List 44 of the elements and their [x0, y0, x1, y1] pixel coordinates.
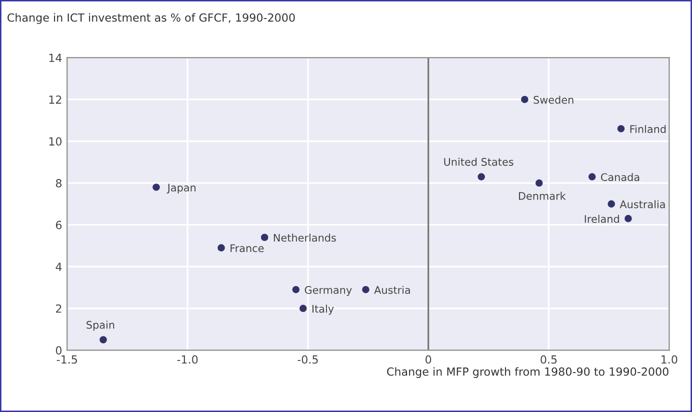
y-tick-label: 0 [56, 346, 62, 355]
y-tick-label: 12 [49, 95, 62, 104]
annotation: Spain [86, 320, 114, 331]
x-tick-label: -0.5 [298, 355, 318, 364]
annotation: Australia [620, 200, 665, 208]
annotation: Austria [374, 286, 410, 294]
x-tick-label: -1.5 [56, 355, 77, 364]
point [588, 173, 596, 180]
x-tick-label: 0 [426, 355, 432, 364]
annotation: France [230, 244, 264, 252]
y-tick-label: 8 [56, 179, 62, 188]
point [617, 125, 625, 132]
annotation: Sweden [534, 96, 574, 104]
chart-title: Change in ICT investment as % of GFCF, 1990-2000 [8, 13, 295, 24]
annotation: Denmark [518, 192, 566, 200]
x-tick-label: -1.0 [177, 355, 198, 364]
y-tick-label: 2 [56, 304, 62, 313]
annotation: Ireland [584, 214, 619, 223]
annotation: United States [444, 158, 514, 166]
annotation: Netherlands [274, 234, 336, 242]
point [535, 179, 543, 187]
annotation: Italy [312, 304, 334, 315]
annotation: Germany [304, 286, 352, 296]
x-axis-title: Change in MFP growth from 1980-90 to 1990-2000 [387, 367, 668, 378]
annotation: Canada [601, 173, 640, 182]
x-tick-label: 0.5 [540, 355, 557, 364]
annotation: Japan [166, 184, 196, 194]
point [608, 200, 616, 208]
y-tick-label: 10 [49, 137, 62, 146]
y-tick-label: 14 [49, 54, 62, 62]
y-tick-label: 6 [56, 220, 62, 230]
point [260, 234, 268, 242]
point [624, 214, 632, 222]
x-tick-label: 1.0 [662, 355, 678, 364]
point [478, 173, 485, 180]
point [362, 286, 370, 294]
point [292, 286, 300, 294]
point [521, 96, 528, 104]
point [152, 184, 160, 191]
y-tick-label: 4 [56, 262, 62, 271]
annotation: Finland [630, 124, 666, 134]
point [218, 244, 225, 252]
point [100, 336, 107, 344]
point [299, 304, 307, 312]
